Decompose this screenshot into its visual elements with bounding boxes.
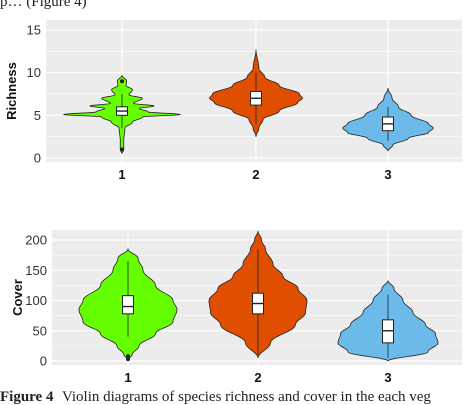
violin-outlier [126, 357, 130, 362]
x-tick-label: 1 [124, 370, 131, 385]
y-tick-label: 0 [34, 151, 41, 166]
figure-caption: Figure 4 Violin diagrams of species rich… [0, 389, 431, 405]
y-tick-label: 150 [25, 263, 47, 278]
violin-outlier [126, 354, 130, 359]
cover-y-axis-label: Cover [10, 279, 25, 316]
richness-violins [62, 49, 434, 154]
violin-outlier [120, 147, 124, 152]
richness-y-axis-label: Richness [4, 62, 19, 120]
cover-tick-labels: 0 50 100 150 200 1 2 3 [25, 233, 391, 386]
violin-group [337, 280, 439, 362]
x-tick-label: 3 [384, 370, 391, 385]
cover-chart: 0 50 100 150 200 1 2 3 Cover [10, 230, 462, 385]
y-tick-label: 100 [25, 293, 47, 308]
header-fragment: p… (Figure 4) [0, 0, 87, 10]
violin-box [122, 295, 134, 315]
y-tick-label: 10 [27, 65, 41, 80]
y-tick-label: 50 [33, 323, 47, 338]
x-tick-label: 1 [118, 167, 125, 182]
figure-caption-text: Violin diagrams of species richness and … [62, 389, 431, 405]
violin-group [342, 87, 434, 152]
x-tick-label: 3 [384, 167, 391, 182]
richness-chart: 0 5 10 15 1 2 3 Richness [4, 20, 462, 182]
y-tick-label: 200 [25, 233, 47, 248]
violin-outlier [120, 79, 124, 84]
figure-caption-label: Figure 4 [0, 389, 54, 405]
y-tick-label: 15 [27, 23, 41, 38]
y-tick-label: 5 [34, 108, 41, 123]
violin-group [209, 49, 303, 137]
y-tick-label: 0 [40, 354, 47, 369]
violin-group [208, 230, 308, 359]
violin-group [62, 75, 182, 154]
x-tick-label: 2 [254, 370, 261, 385]
cover-violins [78, 230, 439, 362]
richness-tick-labels: 0 5 10 15 1 2 3 [27, 23, 392, 183]
violin-group [78, 247, 178, 362]
x-tick-label: 2 [252, 167, 259, 182]
